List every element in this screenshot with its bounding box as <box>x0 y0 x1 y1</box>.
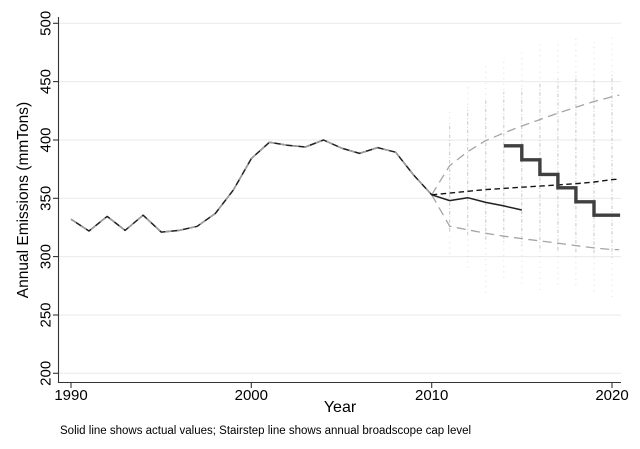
y-tick-label-500: 500 <box>38 11 55 36</box>
y-tick-label-450: 450 <box>38 69 55 94</box>
x-axis-title: Year <box>323 399 357 416</box>
y-tick-label-250: 250 <box>38 302 55 327</box>
x-tick-label-2010: 2010 <box>415 387 448 404</box>
axes-frame <box>57 17 621 384</box>
central-line <box>431 178 620 196</box>
y-tick-label-300: 300 <box>38 244 55 269</box>
x-tick-label-2020: 2020 <box>595 387 628 404</box>
cap-stairstep-line <box>503 144 621 217</box>
y-tick-label-400: 400 <box>38 127 55 152</box>
x-tick-label-2000: 2000 <box>235 387 268 404</box>
fan-upper-line <box>431 94 620 196</box>
x-tick-label-1990: 1990 <box>54 387 87 404</box>
y-tick-label-200: 200 <box>38 361 55 386</box>
y-tick-label-350: 350 <box>38 186 55 211</box>
y-axis-title: Annual Emissions (mmTons) <box>15 101 32 299</box>
overlay-line <box>70 139 433 233</box>
chart-caption: Solid line shows actual values; Stairste… <box>60 425 472 437</box>
fan-lower-line <box>431 194 620 251</box>
